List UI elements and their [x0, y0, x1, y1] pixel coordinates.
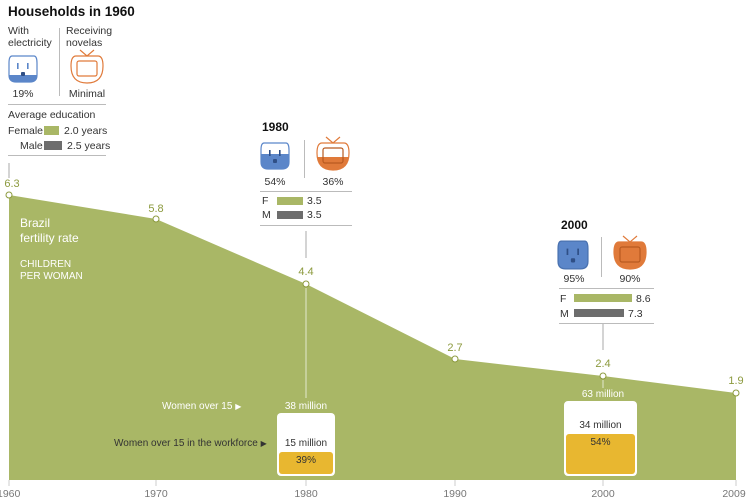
workforce-1980: 15 million — [284, 438, 328, 449]
divider — [8, 155, 106, 156]
point-1990 — [451, 355, 459, 363]
female-label: Female — [8, 125, 44, 137]
electricity-1960-value: 19% — [12, 88, 34, 100]
women-over-15-1980: 38 million — [284, 401, 328, 412]
divider — [8, 104, 106, 105]
x-tick-2009: 2009 — [722, 488, 746, 500]
triangle-right-icon: ▶ — [235, 402, 242, 411]
f-label: F — [262, 195, 269, 207]
series-label-line1: Brazil — [20, 216, 51, 230]
x-tick-1980: 1980 — [294, 488, 318, 500]
point-2009 — [732, 389, 740, 397]
point-2000 — [599, 372, 607, 380]
tv-icon — [70, 49, 104, 84]
x-tick-1970: 1970 — [144, 488, 168, 500]
page-title: Households in 1960 — [8, 4, 135, 19]
divider — [260, 191, 352, 192]
male-swatch — [44, 141, 62, 150]
tv-icon — [613, 235, 647, 270]
electric-outlet-icon — [8, 55, 38, 83]
unit-label-line2: PER WOMAN — [20, 271, 83, 282]
male-1980-value: 3.5 — [307, 209, 322, 221]
point-1980 — [302, 280, 310, 288]
divider — [559, 323, 654, 324]
f-label: F — [560, 293, 567, 305]
point-label-1980: 4.4 — [298, 266, 314, 278]
workforce-pct-1980: 39% — [279, 452, 333, 474]
divider — [59, 28, 60, 96]
male-bar-1980 — [277, 211, 303, 219]
divider — [304, 140, 305, 178]
m-label: M — [262, 209, 271, 221]
female-bar-2000 — [574, 294, 632, 302]
callout-1980-year: 1980 — [262, 120, 289, 134]
female-bar-1980 — [277, 197, 303, 205]
divider — [559, 288, 654, 289]
electric-outlet-icon — [260, 142, 290, 170]
novelas-1980-value: 36% — [322, 176, 344, 188]
divider — [260, 225, 352, 226]
point-label-1970: 5.8 — [148, 203, 164, 215]
point-1960 — [5, 191, 13, 199]
electricity-label: With electricity — [8, 25, 52, 49]
female-1960-value: 2.0 years — [64, 125, 108, 137]
point-label-2009: 1.9 — [728, 375, 744, 387]
fertility-area — [9, 195, 736, 480]
male-1960-value: 2.5 years — [67, 140, 111, 152]
female-1980-value: 3.5 — [307, 195, 322, 207]
callout-2000-year: 2000 — [561, 218, 588, 232]
women-over-15-2000: 63 million — [581, 389, 625, 400]
novelas-label: Receiving novelas — [66, 25, 113, 49]
point-label-1990: 2.7 — [447, 342, 463, 354]
workforce-2000: 34 million — [579, 420, 622, 431]
series-label: Brazil fertility rate — [20, 216, 79, 246]
triangle-right-icon: ▶ — [260, 439, 267, 448]
electricity-2000-value: 95% — [563, 273, 585, 285]
workforce-pct-2000: 54% — [566, 434, 635, 474]
series-label-line2: fertility rate — [20, 231, 79, 245]
male-2000-value: 7.3 — [628, 308, 643, 320]
point-label-1960: 6.3 — [4, 178, 20, 190]
x-tick-1990: 1990 — [443, 488, 467, 500]
x-tick-1960: 1960 — [0, 488, 21, 500]
divider — [601, 237, 602, 277]
novelas-1960-value: Minimal — [68, 88, 106, 100]
women-workforce-label: Women over 15 in the workforce ▶ — [114, 438, 267, 449]
male-label: Male — [20, 140, 43, 152]
point-1970 — [152, 215, 160, 223]
m-label: M — [560, 308, 569, 320]
female-2000-value: 8.6 — [636, 293, 651, 305]
electric-outlet-icon — [557, 240, 589, 270]
point-label-2000: 2.4 — [595, 358, 611, 370]
female-swatch — [44, 126, 59, 135]
unit-label-line1: CHILDREN — [20, 259, 72, 270]
electricity-1980-value: 54% — [264, 176, 286, 188]
tv-icon — [316, 136, 350, 171]
novelas-2000-value: 90% — [619, 273, 641, 285]
male-bar-2000 — [574, 309, 624, 317]
unit-label: CHILDREN PER WOMAN — [20, 259, 83, 283]
x-tick-2000: 2000 — [591, 488, 615, 500]
women-over-15-label: Women over 15 ▶ — [162, 401, 242, 412]
education-label: Average education — [8, 109, 96, 121]
